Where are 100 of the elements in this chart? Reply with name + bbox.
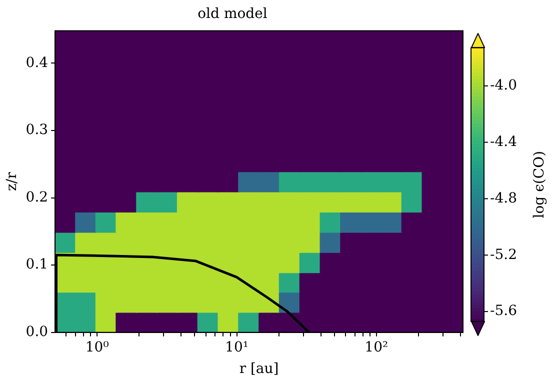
point: [156, 30, 178, 52]
point: [218, 150, 240, 172]
point: [381, 30, 403, 52]
point: [381, 170, 403, 192]
point: [176, 291, 198, 313]
point: [401, 170, 423, 192]
point: [258, 170, 280, 192]
point: [176, 170, 198, 192]
point: [278, 191, 300, 212]
point: [136, 291, 158, 313]
y-tick-label: 0.1: [26, 256, 48, 273]
point: [55, 110, 76, 132]
point: [442, 150, 463, 172]
point: [360, 211, 382, 233]
point: [75, 30, 96, 52]
point: [75, 211, 96, 233]
point: [116, 211, 138, 233]
point: [278, 252, 300, 274]
color-bar-label: -5.6: [490, 303, 518, 320]
point: [258, 252, 280, 274]
point: [340, 30, 362, 52]
point: [116, 30, 138, 52]
point: [136, 30, 158, 52]
point: [340, 150, 362, 172]
chart-title: old model: [198, 6, 268, 22]
point: [95, 30, 117, 52]
y-tick-label: 0.0: [26, 324, 48, 340]
point: [176, 30, 198, 52]
point: [238, 150, 260, 172]
point: [381, 150, 403, 172]
point: [278, 30, 300, 52]
y-tick-label: 0.3: [26, 122, 48, 138]
y-tick-label: 0.4: [26, 54, 48, 71]
point: [75, 231, 96, 253]
point: [442, 30, 463, 52]
point: [136, 211, 158, 233]
x-axis-title: r [au]: [239, 361, 279, 378]
point: [116, 291, 138, 313]
point: [320, 170, 342, 192]
point: [299, 231, 321, 253]
point: [75, 291, 96, 313]
point: [156, 211, 178, 233]
point: [116, 231, 138, 253]
point: [442, 110, 463, 132]
point: [55, 231, 76, 253]
point: [442, 50, 463, 72]
x-tick-label: 10⁰: [85, 339, 110, 356]
point: [95, 231, 117, 253]
point: [299, 30, 321, 52]
color-bar-label: -4.8: [490, 190, 517, 206]
point: [299, 211, 321, 233]
point: [442, 312, 463, 332]
point: [136, 170, 158, 192]
point: [401, 191, 423, 212]
point: [360, 170, 382, 192]
point: [442, 90, 463, 112]
point: [258, 30, 280, 52]
point: [320, 231, 342, 253]
point: [360, 191, 382, 212]
color-bar-label: -4.0: [490, 78, 517, 94]
point: [422, 30, 444, 52]
point: [381, 211, 403, 233]
point: [218, 170, 240, 192]
point: [340, 211, 362, 233]
point: [197, 291, 219, 313]
point: [299, 191, 321, 212]
point: [360, 150, 382, 172]
point: [238, 170, 260, 192]
point: [299, 170, 321, 192]
point: [442, 170, 463, 192]
point: [156, 170, 178, 192]
point: [299, 252, 321, 274]
point: [197, 170, 219, 192]
y-axis-title: z/r: [4, 172, 20, 191]
point: [442, 70, 463, 92]
point: [422, 170, 444, 192]
point: [218, 291, 240, 313]
color-bar-label: -5.2: [490, 246, 517, 263]
point: [197, 30, 219, 52]
point: [238, 30, 260, 52]
point: [401, 150, 423, 172]
point: [55, 50, 76, 72]
point: [258, 150, 280, 172]
color-bar-title: log ϵ(CO): [532, 150, 548, 218]
point: [340, 170, 362, 192]
point: [278, 150, 300, 172]
point: [299, 150, 321, 172]
point: [442, 130, 463, 152]
point: [55, 30, 76, 52]
point: [95, 291, 117, 313]
y-tick-label: 0.2: [26, 189, 48, 206]
point: [360, 30, 382, 52]
x-tick-label: 10²: [364, 339, 388, 356]
point: [176, 211, 198, 233]
point: [238, 291, 260, 313]
point: [156, 291, 178, 313]
point: [401, 30, 423, 52]
color-bar-label: -4.4: [490, 134, 518, 150]
x-tick-label: 10¹: [225, 339, 248, 356]
point: [218, 30, 240, 52]
